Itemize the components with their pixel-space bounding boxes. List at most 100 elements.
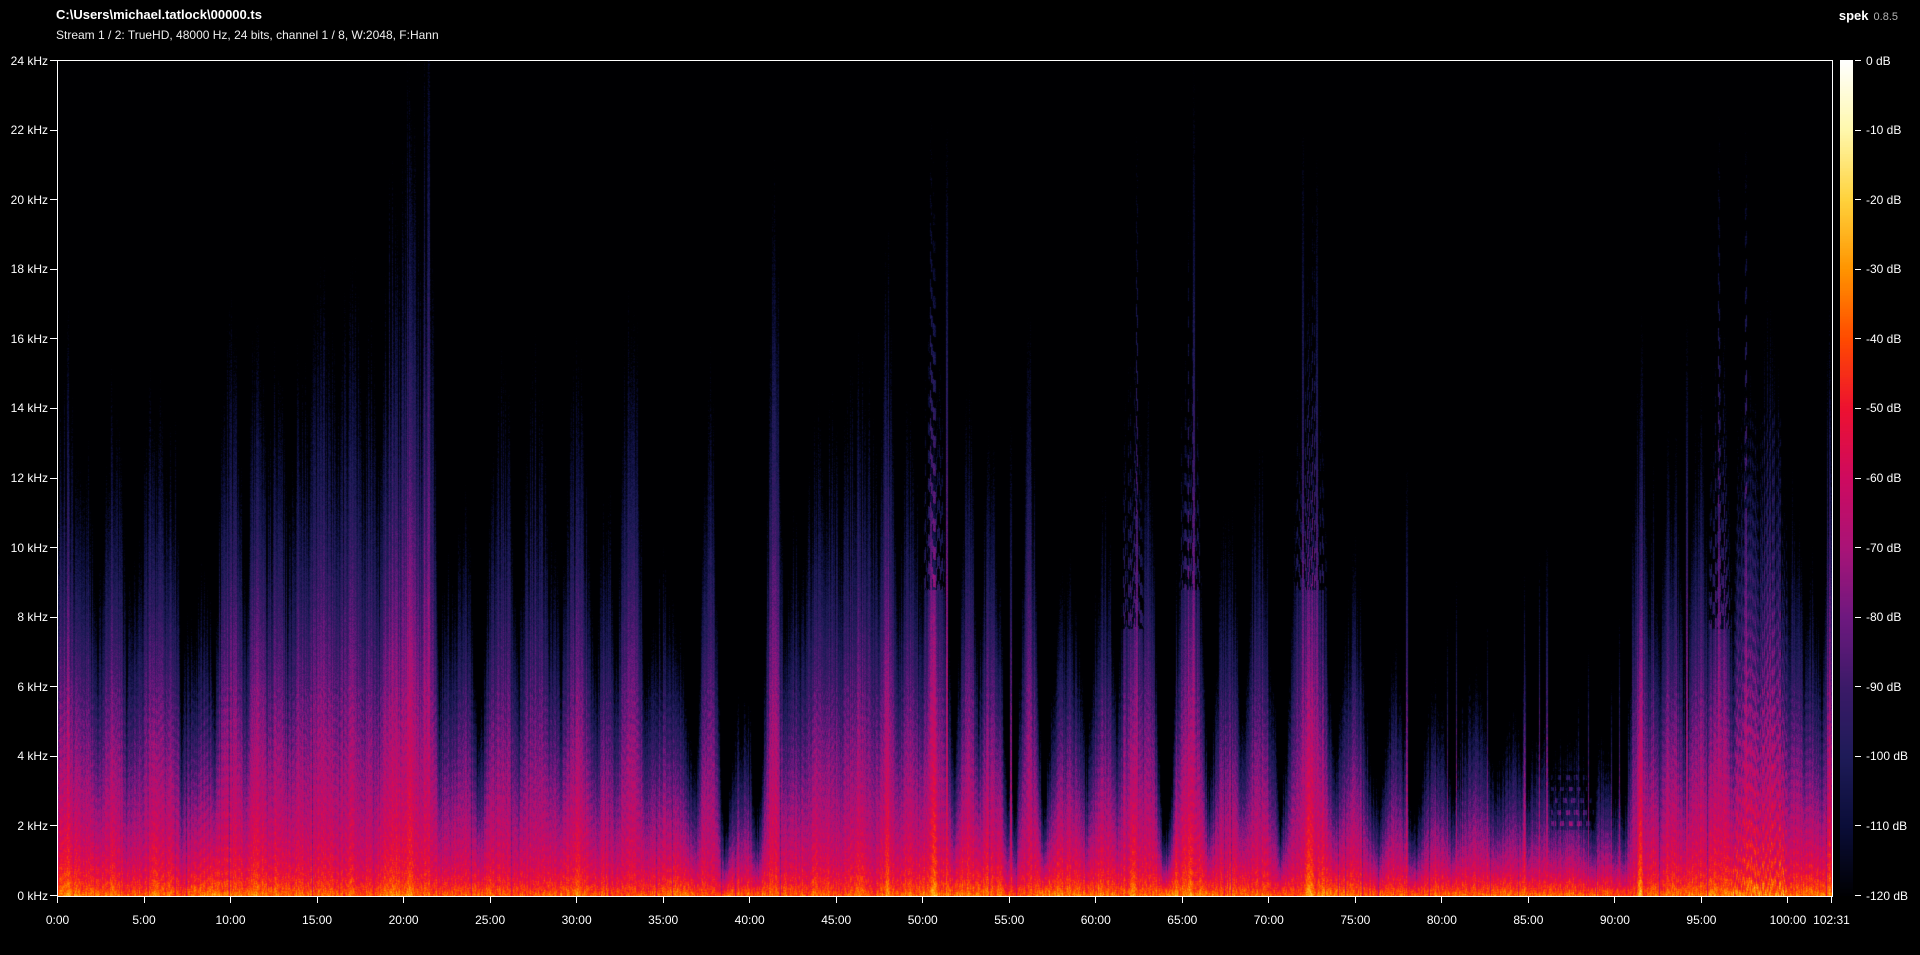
freq-tick	[50, 129, 57, 131]
time-tick-label: 102:31	[1813, 913, 1850, 927]
db-tick	[1855, 616, 1861, 618]
time-tick	[316, 896, 318, 903]
db-tick	[1855, 129, 1861, 131]
app-name: spek	[1838, 8, 1869, 23]
db-tick	[1855, 825, 1861, 827]
stream-info: Stream 1 / 2: TrueHD, 48000 Hz, 24 bits,…	[56, 28, 439, 42]
freq-tick-label: 20 kHz	[10, 192, 48, 207]
time-tick-label: 25:00	[475, 913, 506, 927]
time-tick-label: 80:00	[1426, 913, 1457, 927]
time-tick-label: 45:00	[821, 913, 852, 927]
time-tick	[1831, 896, 1832, 903]
db-tick-label: -100 dB	[1866, 749, 1909, 764]
db-tick-label: -20 dB	[1866, 192, 1902, 207]
time-tick-label: 70:00	[1253, 913, 1284, 927]
time-tick	[1095, 896, 1097, 903]
db-tick-label: -80 dB	[1866, 610, 1902, 625]
time-tick	[1787, 896, 1789, 903]
freq-tick	[50, 338, 57, 340]
spectrogram-canvas	[58, 61, 1832, 896]
app-brand: spek 0.8.5	[1839, 7, 1898, 25]
freq-tick	[50, 825, 57, 827]
time-tick-label: 10:00	[215, 913, 246, 927]
time-tick-label: 85:00	[1513, 913, 1544, 927]
db-tick	[1855, 199, 1861, 201]
freq-tick-label: 12 kHz	[10, 471, 48, 485]
freq-tick	[50, 547, 57, 549]
freq-tick	[50, 60, 57, 61]
time-tick-label: 55:00	[994, 913, 1025, 927]
freq-tick-label: 16 kHz	[10, 331, 48, 346]
freq-tick-label: 10 kHz	[10, 540, 48, 555]
time-tick-label: 5:00	[132, 913, 156, 927]
freq-tick-label: 6 kHz	[17, 679, 48, 694]
spectrogram-plot	[57, 60, 1833, 897]
time-tick-label: 35:00	[648, 913, 679, 927]
time-tick-label: 75:00	[1340, 913, 1371, 927]
db-tick-label: 0 dB	[1866, 53, 1891, 68]
time-tick-label: 95:00	[1686, 913, 1717, 927]
freq-tick	[50, 199, 57, 201]
db-tick-label: -10 dB	[1866, 123, 1902, 138]
freq-tick	[50, 268, 57, 270]
freq-tick	[50, 407, 57, 409]
db-tick-label: -90 dB	[1866, 679, 1902, 694]
time-tick-label: 100:00	[1769, 913, 1807, 927]
time-tick	[662, 896, 664, 903]
freq-tick-label: 24 kHz	[10, 53, 48, 68]
freq-tick	[50, 477, 57, 479]
time-tick	[57, 896, 58, 903]
freq-tick	[50, 616, 57, 618]
db-tick	[1855, 407, 1861, 409]
app-version: 0.8.5	[1873, 11, 1898, 23]
db-tick	[1855, 755, 1861, 757]
time-tick-label: 50:00	[907, 913, 938, 927]
freq-tick	[50, 895, 57, 896]
time-tick	[1614, 896, 1616, 903]
freq-tick	[50, 755, 57, 757]
time-tick-label: 90:00	[1599, 913, 1630, 927]
time-tick-label: 65:00	[1167, 913, 1198, 927]
db-legend-bar	[1840, 60, 1853, 896]
time-tick	[1441, 896, 1443, 903]
db-tick	[1855, 268, 1861, 270]
freq-tick-label: 4 kHz	[17, 749, 48, 764]
time-tick	[749, 896, 751, 903]
time-tick-label: 0:00	[45, 913, 70, 927]
db-tick-label: -30 dB	[1866, 262, 1902, 277]
time-tick-label: 60:00	[1080, 913, 1111, 927]
db-tick	[1855, 686, 1861, 688]
freq-tick-label: 8 kHz	[17, 610, 48, 625]
db-tick	[1855, 60, 1861, 61]
time-tick	[143, 896, 145, 903]
page-title: C:\Users\michael.tatlock\00000.ts	[56, 7, 262, 22]
db-tick-label: -40 dB	[1866, 331, 1902, 346]
time-tick-label: 20:00	[388, 913, 419, 927]
time-tick	[489, 896, 491, 903]
db-tick-label: -60 dB	[1866, 471, 1902, 485]
freq-tick	[50, 686, 57, 688]
time-tick	[835, 896, 837, 903]
time-tick	[1700, 896, 1702, 903]
freq-tick-label: 2 kHz	[17, 818, 48, 833]
db-tick-label: -70 dB	[1866, 540, 1902, 555]
time-tick	[1268, 896, 1270, 903]
freq-tick-label: 18 kHz	[10, 262, 48, 277]
time-tick	[1008, 896, 1010, 903]
db-tick	[1855, 338, 1861, 340]
db-tick-label: -110 dB	[1866, 818, 1908, 833]
time-tick-label: 40:00	[734, 913, 765, 927]
freq-tick-label: 14 kHz	[10, 401, 48, 416]
db-tick	[1855, 547, 1861, 549]
db-tick	[1855, 477, 1861, 479]
time-tick	[1354, 896, 1356, 903]
db-tick-label: -50 dB	[1866, 401, 1902, 416]
time-tick	[1527, 896, 1529, 903]
db-tick-label: -120 dB	[1866, 888, 1909, 903]
time-tick	[1181, 896, 1183, 903]
time-tick	[922, 896, 924, 903]
time-tick	[230, 896, 232, 903]
time-tick-label: 15:00	[302, 913, 333, 927]
db-tick	[1855, 895, 1861, 896]
